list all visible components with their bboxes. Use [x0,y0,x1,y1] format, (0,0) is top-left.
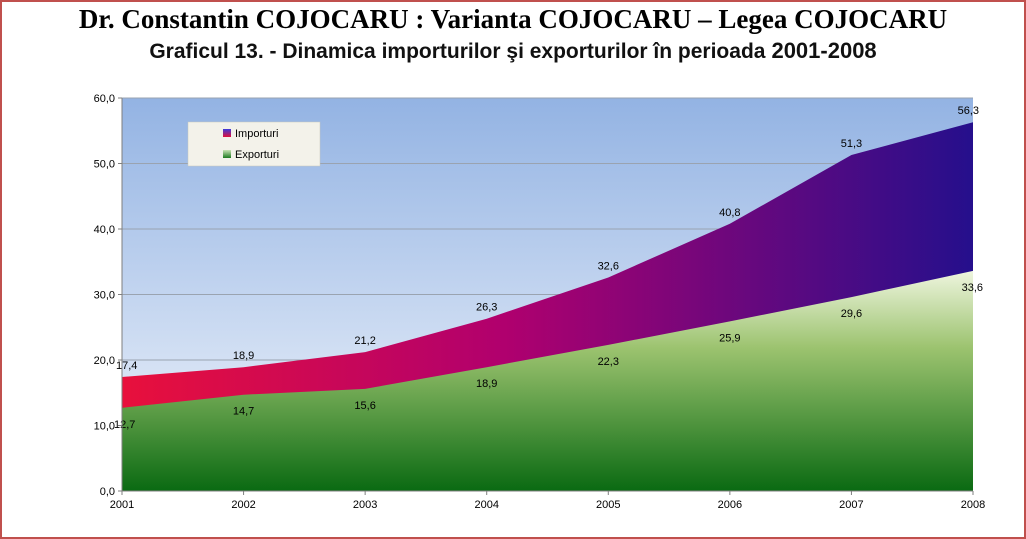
page-header-title: Dr. Constantin COJOCARU : Varianta COJOC… [78,4,948,34]
data-label-importuri-2001: 17,4 [116,360,137,372]
y-tick-label-5: 50,0 [94,159,115,171]
series-exporturi-area [122,270,973,491]
x-tick-label-0: 2001 [110,499,134,511]
data-label-importuri-2007: 51,3 [841,138,862,150]
legend-swatch-importuri [223,129,231,137]
y-tick-label-4: 40,0 [94,224,115,236]
y-tick-label-0: 0,0 [100,486,115,498]
chart-title-years: 2001-2008 [771,38,877,63]
legend-box [187,121,321,167]
data-label-importuri-2005: 32,6 [598,260,619,272]
y-tick-label-6: 60,0 [94,93,115,105]
data-label-exporturi-2008: 33,6 [962,282,983,294]
data-label-importuri-2002: 18,9 [233,350,254,362]
data-label-importuri-2004: 26,3 [476,302,497,314]
legend-label-exporturi: Exporturi [235,149,279,161]
x-tick-label-2: 2003 [353,499,377,511]
x-tick-label-3: 2004 [474,499,498,511]
data-label-importuri-2006: 40,8 [719,207,740,219]
y-tick-label-1: 10,0 [94,421,115,433]
data-label-exporturi-2004: 18,9 [476,378,497,390]
x-tick-label-1: 2002 [231,499,255,511]
y-tick-label-2: 20,0 [94,355,115,367]
data-label-exporturi-2005: 22,3 [598,356,619,368]
data-label-importuri-2008: 56,3 [958,105,979,117]
x-tick-label-4: 2005 [596,499,620,511]
data-label-exporturi-2001: 12,7 [114,419,135,431]
x-tick-label-6: 2007 [839,499,863,511]
x-tick-label-5: 2006 [718,499,742,511]
chart-title-text: Graficul 13. - Dinamica importurilor şi … [149,40,766,63]
legend-swatch-exporturi [223,150,231,158]
data-label-importuri-2003: 21,2 [354,335,375,347]
data-label-exporturi-2006: 25,9 [719,332,740,344]
y-tick-label-3: 30,0 [94,290,115,302]
data-label-exporturi-2003: 15,6 [354,400,375,412]
legend-label-importuri: Importuri [235,128,278,140]
x-tick-label-7: 2008 [961,499,985,511]
chart-title: Graficul 13. - Dinamica importurilor şi … [0,38,1026,64]
data-label-exporturi-2002: 14,7 [233,406,254,418]
data-label-exporturi-2007: 29,6 [841,308,862,320]
